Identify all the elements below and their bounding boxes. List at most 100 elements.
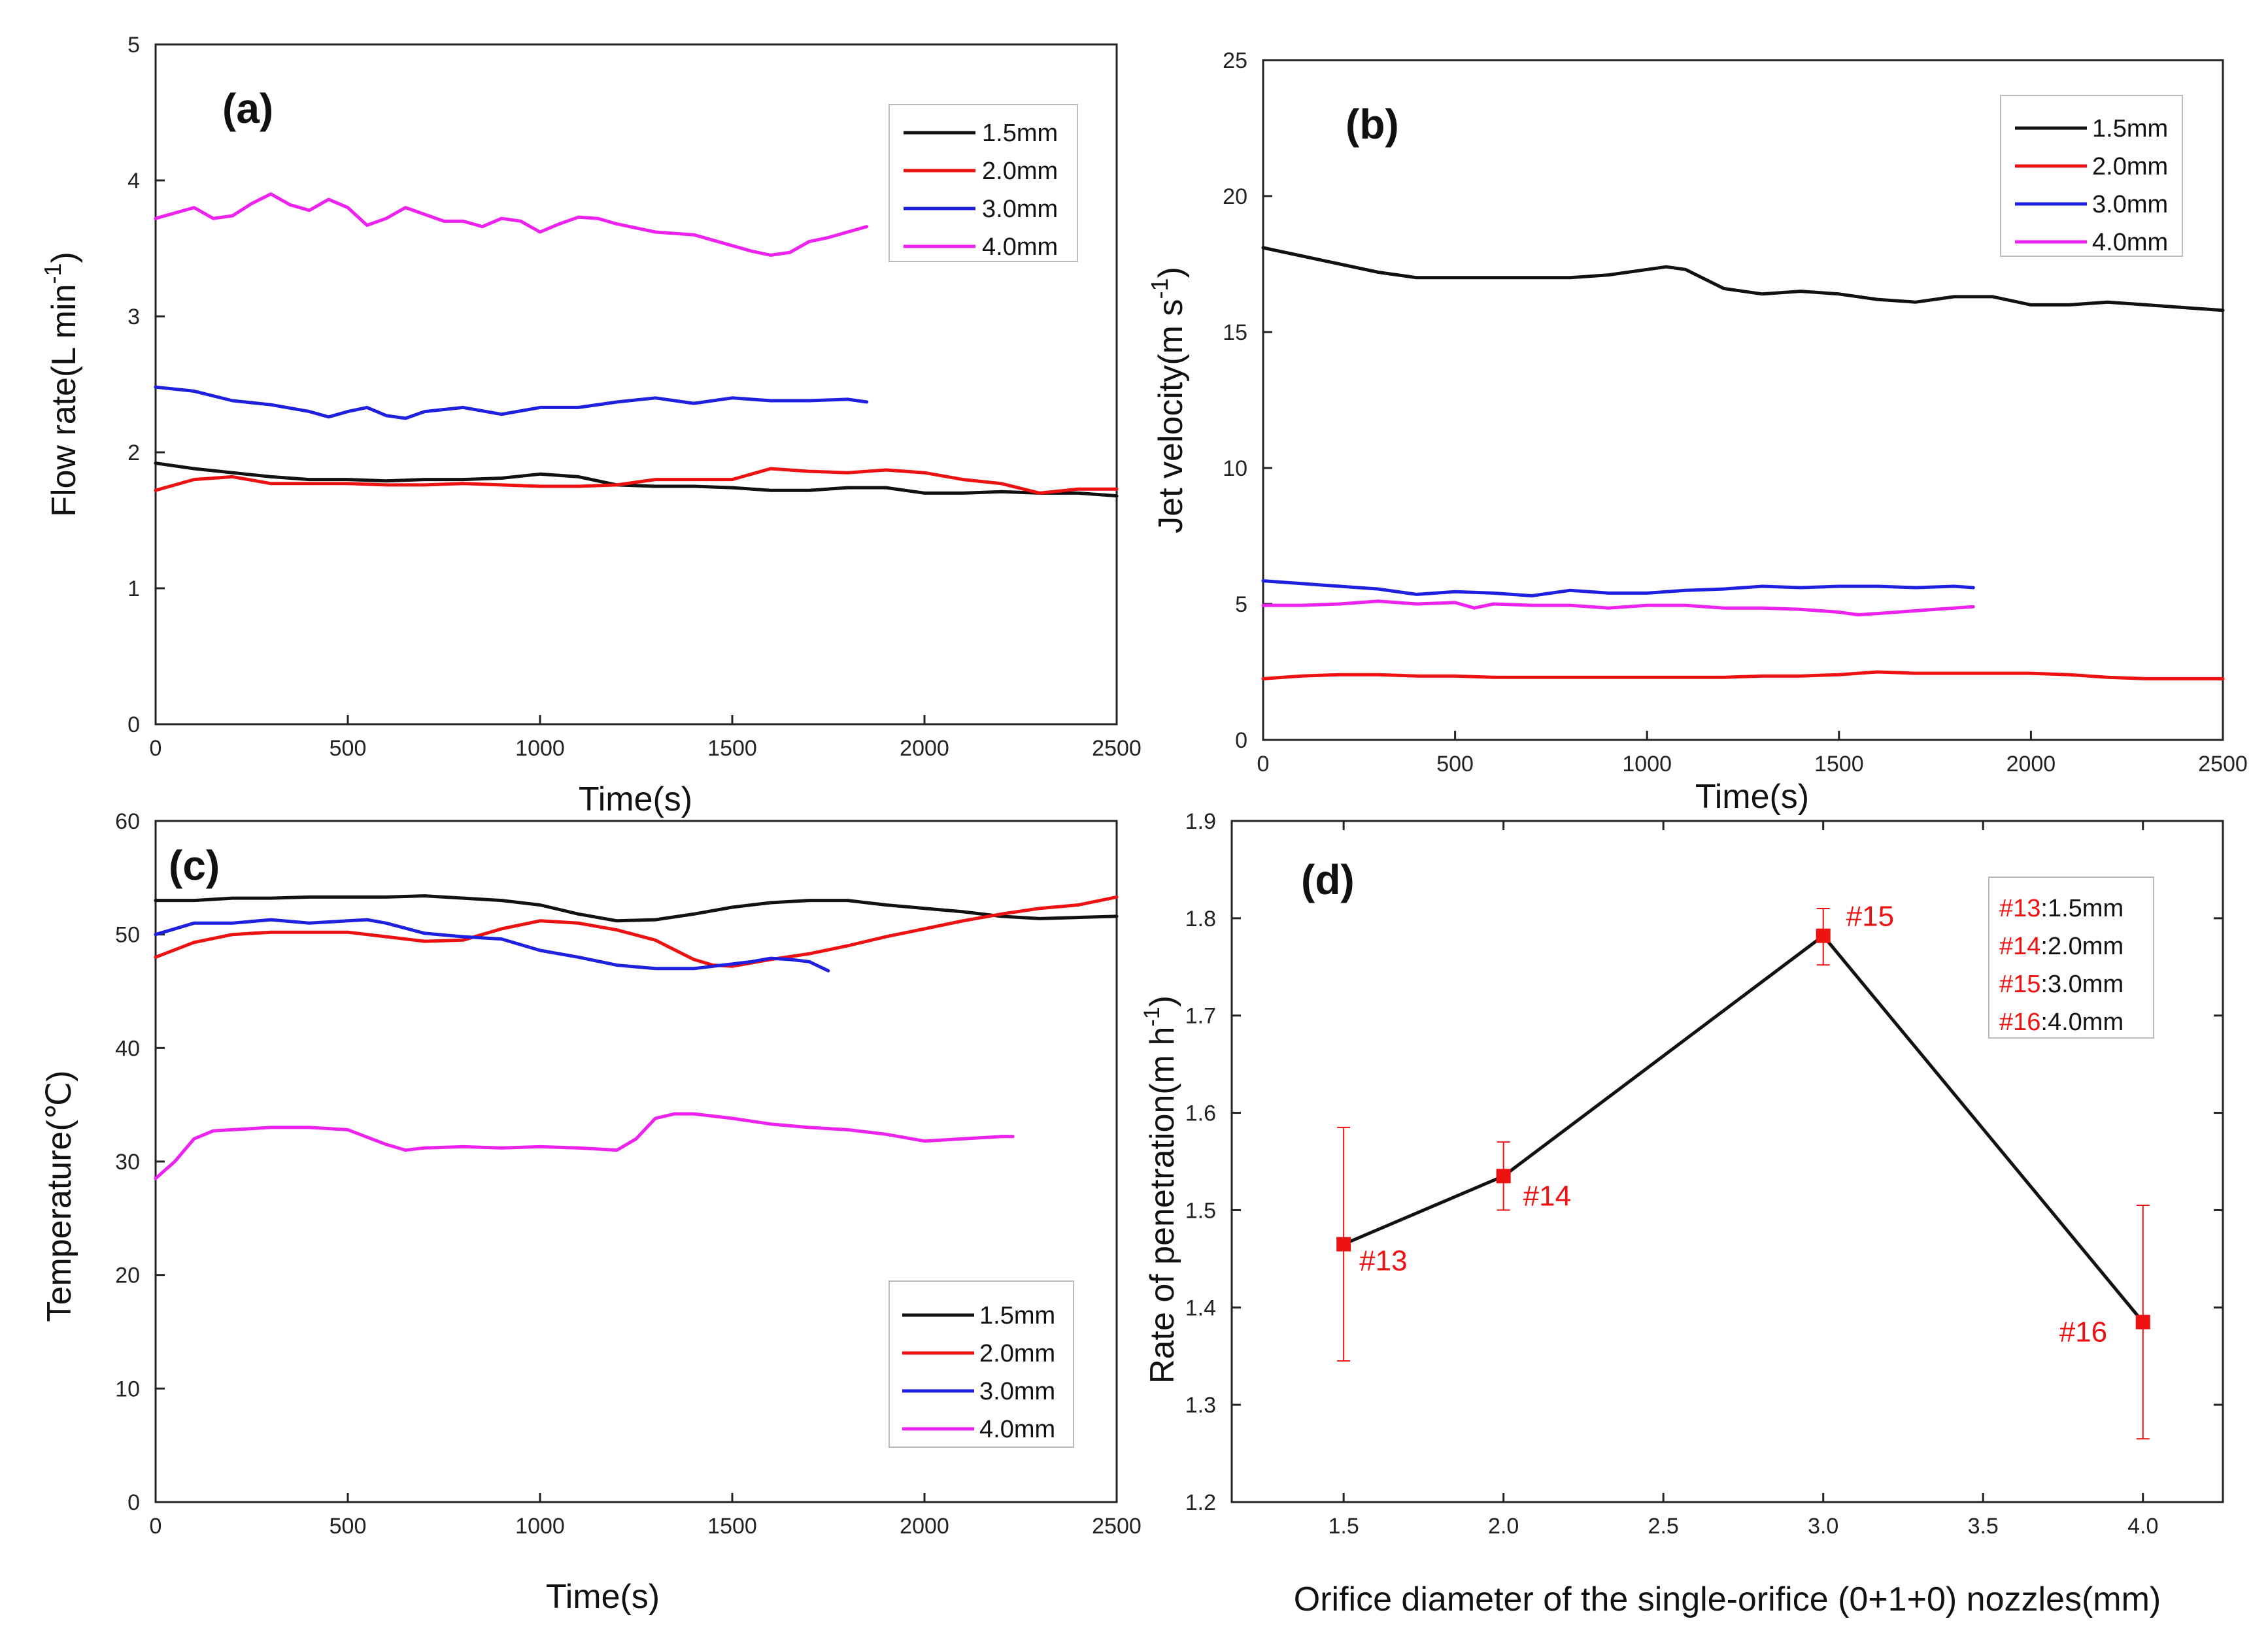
y-axis-label-close: ) xyxy=(1143,995,1181,1007)
y-tick-label: 2 xyxy=(127,441,140,465)
plot-frame xyxy=(154,43,1118,726)
legend-tag-13: #13 xyxy=(1999,895,2040,922)
series-line-1-5mm xyxy=(154,894,1119,923)
y-axis-label: Rate of penetration(m h-1) xyxy=(1140,995,1181,1384)
series-line-2-0mm xyxy=(154,467,1119,495)
legend: 1.5mm 2.0mm 3.0mm 4.0mm xyxy=(889,1280,1074,1448)
legend-label-2-0mm: 2.0mm xyxy=(2092,153,2168,180)
y-axis-label: Flow rate(L min-1) xyxy=(39,252,83,517)
x-tick-label: 1500 xyxy=(1814,752,1864,777)
x-tick-label: 500 xyxy=(330,1514,367,1539)
axis-ticks: 1.5 2.0 2.5 3.0 3.5 4.0 1.2 1.3 1.4 1.5 1.6 1.7 1.8 1… xyxy=(1185,809,2223,1539)
legend-label-1-5mm: 1.5mm xyxy=(979,1302,1055,1329)
rop-connecting-line xyxy=(1343,933,2144,1324)
x-tick-label: 3.5 xyxy=(1968,1514,1999,1539)
legend-label-1-5mm: 1.5mm xyxy=(982,120,1058,147)
y-tick-label: 1.5 xyxy=(1185,1198,1216,1223)
data-point--16 xyxy=(2135,1314,2150,1329)
x-tick-label: 1.5 xyxy=(1329,1514,1359,1539)
x-tick-label: 1500 xyxy=(707,736,757,761)
panel-label: (a) xyxy=(222,85,273,132)
y-tick-label: 1.3 xyxy=(1185,1393,1216,1418)
x-axis-label: Time(s) xyxy=(1695,778,1809,816)
series-line-1-5mm xyxy=(1261,246,2225,312)
x-tick-label: 3.0 xyxy=(1808,1514,1838,1539)
point-label--13: #13 xyxy=(1359,1245,1407,1277)
y-tick-label: 1.4 xyxy=(1185,1295,1216,1320)
y-axis-label-close: ) xyxy=(1152,267,1190,278)
axis-ticks: 0 500 1000 1500 2000 2500 0 5 10 15 20 25 xyxy=(1223,48,2248,777)
y-tick-label: 10 xyxy=(115,1377,140,1401)
y-tick-label: 5 xyxy=(1235,592,1247,617)
y-axis-label-main: Rate of penetration(m h xyxy=(1143,1027,1181,1384)
y-tick-label: 50 xyxy=(115,923,140,948)
x-tick-label: 500 xyxy=(1436,752,1474,777)
legend-entry-14: #14:2.0mm xyxy=(1999,933,2124,960)
y-tick-label: 4 xyxy=(127,169,140,193)
legend-text-15: :3.0mm xyxy=(2040,971,2124,998)
series-line-3-0mm xyxy=(154,918,830,973)
axis-ticks: 0 500 1000 1500 2000 2500 0 10 20 30 40 50 60 xyxy=(115,809,1142,1539)
y-axis-label-sup: -1 xyxy=(1146,278,1173,299)
legend-text-16: :4.0mm xyxy=(2040,1009,2124,1036)
series-line-1-5mm xyxy=(154,461,1119,498)
y-tick-label: 0 xyxy=(1235,728,1247,753)
x-tick-label: 0 xyxy=(1257,752,1270,777)
legend-text-13: :1.5mm xyxy=(2040,895,2124,922)
x-tick-label: 2000 xyxy=(900,1514,949,1539)
x-axis-label: Orifice diameter of the single-orifice (… xyxy=(1294,1580,2161,1618)
y-tick-label: 0 xyxy=(127,712,140,737)
y-tick-label: 20 xyxy=(115,1263,140,1288)
data-point--15 xyxy=(1816,928,1831,943)
y-tick-label: 1.8 xyxy=(1185,907,1216,931)
y-tick-label: 1.9 xyxy=(1185,809,1216,834)
legend-entry-16: #16:4.0mm xyxy=(1999,1009,2124,1036)
legend-tag-15: #15 xyxy=(1999,971,2040,998)
series-group xyxy=(154,894,1119,1180)
panel-d-penetration-rate-chart: 1.5 2.0 2.5 3.0 3.5 4.0 1.2 1.3 1.4 1.5 1.6 1.7 1.8 1… xyxy=(1140,809,2224,1618)
y-axis-label-sup: -1 xyxy=(39,263,66,284)
legend-label-4-0mm: 4.0mm xyxy=(2092,229,2168,256)
series-group xyxy=(154,192,1119,498)
series-line-3-0mm xyxy=(1261,579,1975,597)
point-label--16: #16 xyxy=(2059,1316,2107,1348)
y-axis-label-main: Jet velocity(m s xyxy=(1152,299,1190,533)
x-tick-label: 2500 xyxy=(1092,1514,1142,1539)
y-tick-label: 25 xyxy=(1223,48,1247,73)
series-line-4-0mm xyxy=(154,1112,1015,1180)
y-axis-label-main: Flow rate(L min xyxy=(45,284,83,516)
y-tick-label: 0 xyxy=(127,1490,140,1515)
x-tick-label: 2.0 xyxy=(1488,1514,1519,1539)
legend-tag-14: #14 xyxy=(1999,933,2040,960)
series-line-2-0mm xyxy=(1261,670,2225,680)
legend: 1.5mm 2.0mm 3.0mm 4.0mm xyxy=(889,104,1078,262)
point-label--14: #14 xyxy=(1523,1180,1571,1212)
legend-box xyxy=(1988,877,2154,1039)
y-tick-label: 15 xyxy=(1223,320,1247,345)
legend-label-4-0mm: 4.0mm xyxy=(982,233,1058,261)
series-line-4-0mm xyxy=(154,192,869,257)
series-group xyxy=(1261,246,2225,680)
y-tick-label: 40 xyxy=(115,1036,140,1061)
legend-tag-16: #16 xyxy=(1999,1009,2040,1036)
legend-label-4-0mm: 4.0mm xyxy=(979,1416,1055,1443)
x-tick-label: 500 xyxy=(330,736,367,761)
data-point--13 xyxy=(1336,1237,1351,1252)
legend-label-3-0mm: 3.0mm xyxy=(982,195,1058,223)
x-tick-label: 1000 xyxy=(515,1514,565,1539)
x-tick-label: 1000 xyxy=(515,736,565,761)
legend-entry-15: #15:3.0mm xyxy=(1999,971,2124,998)
series-line-3-0mm xyxy=(154,385,869,420)
panel-b-jet-velocity-chart: 0 500 1000 1500 2000 2500 0 5 10 15 20 25 (b) Time(… xyxy=(1146,48,2248,816)
y-axis-label-close: ) xyxy=(45,252,83,263)
series-line-2-0mm xyxy=(154,895,1119,968)
y-tick-label: 60 xyxy=(115,809,140,834)
series-line-4-0mm xyxy=(1261,599,1975,617)
legend-label-2-0mm: 2.0mm xyxy=(979,1340,1055,1367)
y-tick-label: 30 xyxy=(115,1150,140,1175)
x-tick-label: 4.0 xyxy=(2127,1514,2158,1539)
x-tick-label: 1000 xyxy=(1622,752,1672,777)
y-tick-label: 1.6 xyxy=(1185,1101,1216,1126)
point-label--15: #15 xyxy=(1846,901,1894,933)
x-tick-label: 1500 xyxy=(707,1514,757,1539)
